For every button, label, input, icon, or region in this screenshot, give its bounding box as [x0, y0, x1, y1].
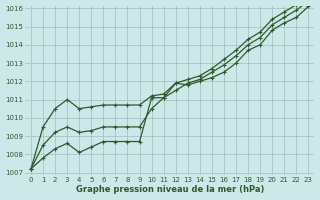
X-axis label: Graphe pression niveau de la mer (hPa): Graphe pression niveau de la mer (hPa): [76, 185, 264, 194]
